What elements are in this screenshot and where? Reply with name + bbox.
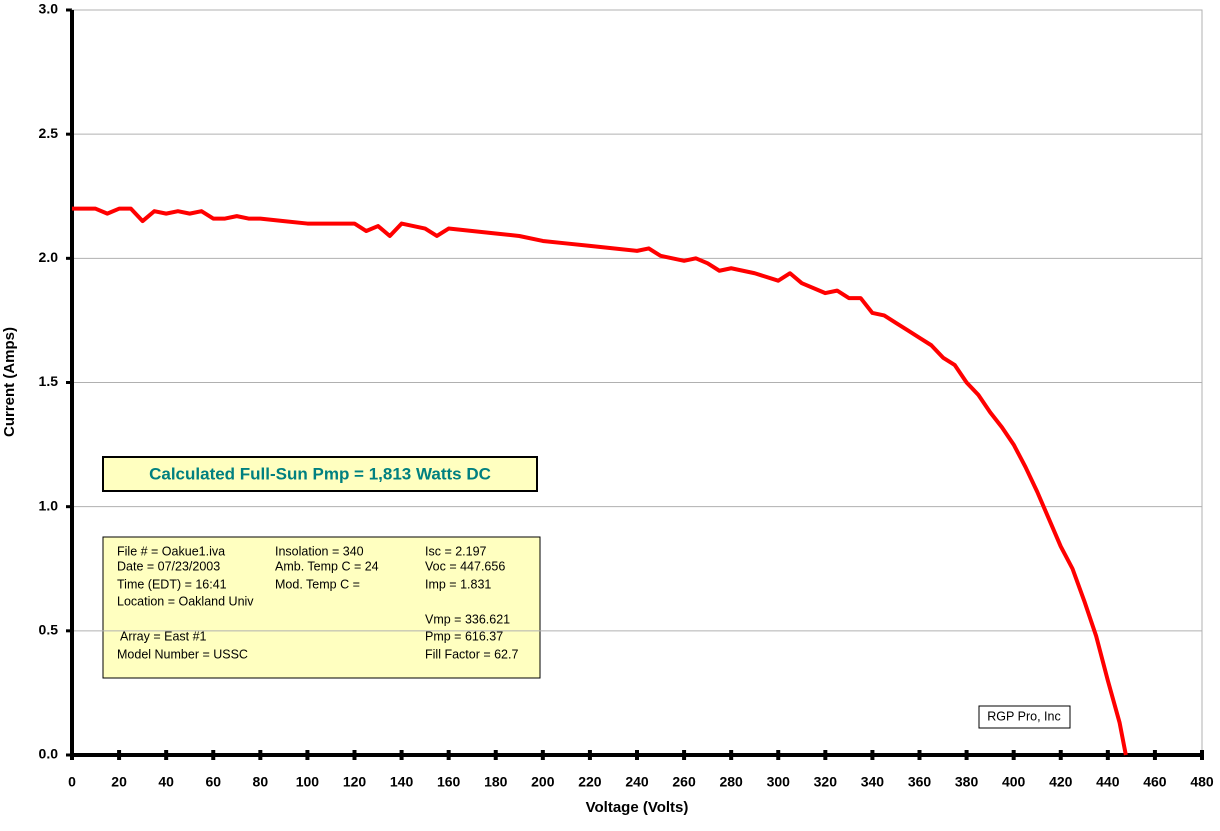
x-tick-label: 260: [672, 774, 696, 790]
x-tick-label: 0: [68, 774, 76, 790]
x-tick-label: 100: [296, 774, 320, 790]
y-tick-label: 3.0: [39, 1, 59, 17]
x-tick-label: 320: [814, 774, 838, 790]
x-tick-label: 80: [253, 774, 269, 790]
info-text: File # = Oakue1.iva: [117, 544, 225, 558]
x-tick-label: 340: [861, 774, 885, 790]
x-tick-label: 220: [578, 774, 602, 790]
headline: Calculated Full-Sun Pmp = 1,813 Watts DC: [149, 464, 491, 483]
y-tick-label: 2.0: [39, 249, 59, 265]
info-text: Fill Factor = 62.7: [425, 647, 518, 661]
y-tick-label: 2.5: [39, 125, 59, 141]
y-tick-label: 1.0: [39, 497, 59, 513]
x-tick-label: 440: [1096, 774, 1120, 790]
headline-box: [102, 456, 538, 492]
x-tick-label: 300: [767, 774, 791, 790]
x-tick-label: 280: [719, 774, 743, 790]
x-tick-label: 380: [955, 774, 979, 790]
x-axis-title: Voltage (Volts): [586, 799, 689, 816]
x-tick-label: 460: [1143, 774, 1167, 790]
credit: RGP Pro, Inc: [987, 709, 1060, 723]
info-box: [102, 536, 541, 679]
x-tick-label: 360: [908, 774, 932, 790]
info-text: Isc = 2.197: [425, 544, 487, 558]
info-text: Time (EDT) = 16:41: [117, 577, 227, 591]
info-text: Location = Oakland Univ: [117, 594, 254, 608]
x-tick-label: 200: [531, 774, 555, 790]
x-tick-label: 400: [1002, 774, 1026, 790]
y-tick-label: 1.5: [39, 373, 59, 389]
info-text: Vmp = 336.621: [425, 612, 510, 626]
y-axis-title: Current (Amps): [1, 327, 18, 437]
iv-curve: [72, 206, 1128, 756]
x-tick-label: 480: [1190, 774, 1214, 790]
info-text: Amb. Temp C = 24: [275, 559, 379, 573]
y-tick-label: 0.0: [39, 746, 59, 762]
x-tick-label: 120: [343, 774, 367, 790]
x-tick-label: 240: [625, 774, 649, 790]
info-text: Array = East #1: [120, 629, 207, 643]
info-text: Pmp = 616.37: [425, 629, 503, 643]
info-text: Model Number = USSC: [117, 647, 248, 661]
info-text: Mod. Temp C =: [275, 577, 360, 591]
x-tick-label: 20: [111, 774, 127, 790]
info-text: Date = 07/23/2003: [117, 559, 220, 573]
info-text: Voc = 447.656: [425, 559, 505, 573]
info-text: Imp = 1.831: [425, 577, 491, 591]
x-tick-label: 140: [390, 774, 414, 790]
x-tick-label: 40: [158, 774, 174, 790]
x-tick-label: 160: [437, 774, 461, 790]
x-tick-label: 60: [205, 774, 221, 790]
y-tick-label: 0.5: [39, 622, 59, 638]
x-tick-label: 180: [484, 774, 508, 790]
info-text: Insolation = 340: [275, 544, 364, 558]
credit-box: [978, 705, 1071, 729]
x-tick-label: 420: [1049, 774, 1073, 790]
